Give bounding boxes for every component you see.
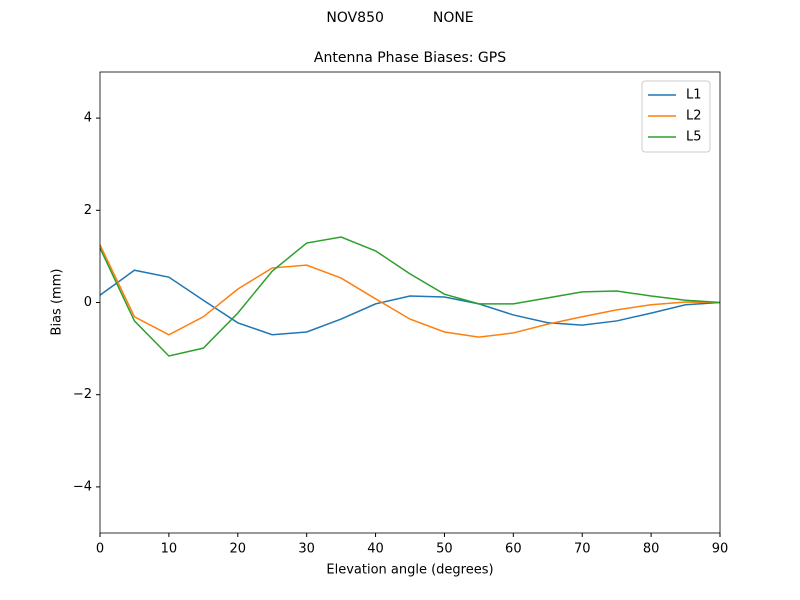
x-tick-label: 80 <box>643 542 660 557</box>
x-tick-label: 40 <box>367 542 384 557</box>
series-line <box>99 244 721 338</box>
x-tick-label: 10 <box>161 542 178 557</box>
chart-title: Antenna Phase Biases: GPS <box>314 50 506 66</box>
legend-label: L2 <box>686 109 702 124</box>
x-tick-label: 0 <box>96 542 104 557</box>
x-tick-label: 70 <box>574 542 591 557</box>
plot-frame <box>99 71 721 534</box>
x-axis-label: Elevation angle (degrees) <box>326 563 493 578</box>
y-tick-label: 4 <box>84 111 92 126</box>
legend-label: L1 <box>686 88 702 103</box>
suptitle: NOV850 NONE <box>326 10 473 26</box>
y-tick-label: 0 <box>84 295 92 310</box>
y-tick-label: −4 <box>73 479 92 494</box>
series-line <box>99 236 721 357</box>
y-tick-label: 2 <box>84 203 92 218</box>
y-tick-label: −2 <box>73 387 92 402</box>
x-tick-label: 20 <box>230 542 247 557</box>
x-tick-label: 30 <box>298 542 315 557</box>
y-axis-label: Bias (mm) <box>50 269 65 336</box>
legend-label: L5 <box>686 130 702 145</box>
series-line <box>99 269 721 336</box>
x-tick-label: 90 <box>712 542 729 557</box>
x-tick-label: 60 <box>505 542 522 557</box>
x-tick-label: 50 <box>436 542 453 557</box>
